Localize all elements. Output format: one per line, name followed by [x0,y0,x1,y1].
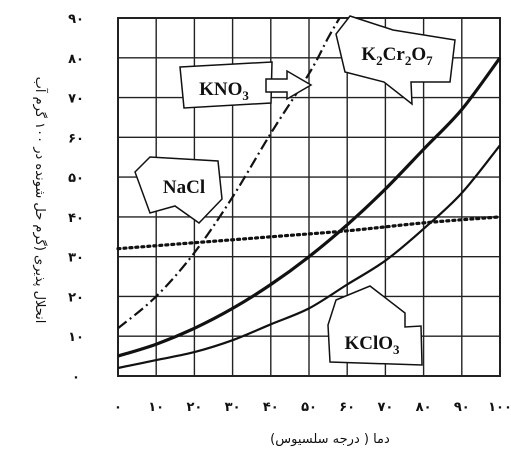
y-tick-label: ۴۰ [68,211,84,226]
label-subscript: 3 [393,342,400,357]
plot-frame [117,17,501,377]
label-subscript: 2 [405,53,412,68]
x-tick-label: ۰ [114,400,122,415]
x-tick-label: ۶۰ [339,400,355,415]
callout-box-kclo3 [327,285,423,366]
label-subscript: 7 [426,53,433,68]
callout-label-kno3: KNO3 [199,79,249,103]
y-tick-label: ۱۰ [68,330,84,345]
callout-label-k2cr2o7: K2Cr2O7 [361,44,433,68]
x-tick-label: ۷۰ [377,400,393,415]
series-lines [116,17,502,370]
label-part: KNO [199,79,242,100]
y-tick-label: ۵۰ [68,171,84,186]
callout-box-nacl [134,156,223,224]
series-line-kno3 [117,17,341,330]
x-tick-label: ۳۰ [225,400,241,415]
callout-label-nacl: NaCl [163,177,205,198]
x-tick-label: ۲۰ [186,400,202,415]
label-part: O [411,44,426,65]
tick-labels: ۰ ۱۰ ۲۰ ۳۰ ۴۰ ۵۰ ۶۰ ۷۰ ۸۰ ۹۰ ۰ ۱۰ ۲۰ ۳۰ ۴۰ ۵۰ ۶۰ ۷۰ ۸۰ ۹۰ ۱۰… [68,12,511,415]
series-line-k2cr2o7 [117,56,502,358]
callout-arrow-kno3 [265,69,313,101]
y-tick-label: ۰ [72,370,80,385]
label-part: Cr [383,44,406,65]
x-tick-label: ۵۰ [301,400,317,415]
y-tick-label: ۶۰ [68,131,84,146]
label-subscript: 3 [242,88,249,103]
y-tick-label: ۷۰ [68,92,84,107]
y-tick-label: ۸۰ [68,52,84,67]
series-line-kclo3 [117,144,501,370]
callout-box-k2cr2o7 [335,15,456,106]
x-tick-label: ۱۰ [148,400,164,415]
series-line-nacl [116,215,502,251]
callout-label-kclo3: KClO3 [344,333,400,357]
label-part: KClO [344,333,393,354]
x-tick-label: ۹۰ [454,400,470,415]
y-tick-label: ۹۰ [68,12,84,27]
x-tick-label: ۱۰۰ [488,400,511,415]
callout-box-kno3 [179,61,273,109]
label-part: K [361,44,376,65]
label-part: NaCl [163,177,205,198]
y-axis-title: انحلال پذیری (گرم حل شونده در ۱۰۰ گرم آب [32,77,49,324]
y-tick-label: ۳۰ [68,251,84,266]
x-tick-label: ۸۰ [416,400,432,415]
x-tick-label: ۴۰ [263,400,279,415]
grid [117,17,501,377]
x-axis-title: دما ( درجه سلسیوس) [270,432,390,447]
label-subscript: 2 [376,53,383,68]
y-tick-label: ۲۰ [68,290,84,305]
